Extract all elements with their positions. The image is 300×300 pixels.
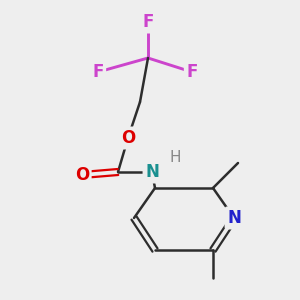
Text: N: N (145, 163, 159, 181)
Text: O: O (75, 166, 89, 184)
Text: N: N (227, 209, 241, 227)
Text: O: O (121, 129, 135, 147)
Text: H: H (169, 151, 181, 166)
Text: F: F (186, 63, 198, 81)
Text: F: F (92, 63, 104, 81)
Text: F: F (142, 13, 154, 31)
